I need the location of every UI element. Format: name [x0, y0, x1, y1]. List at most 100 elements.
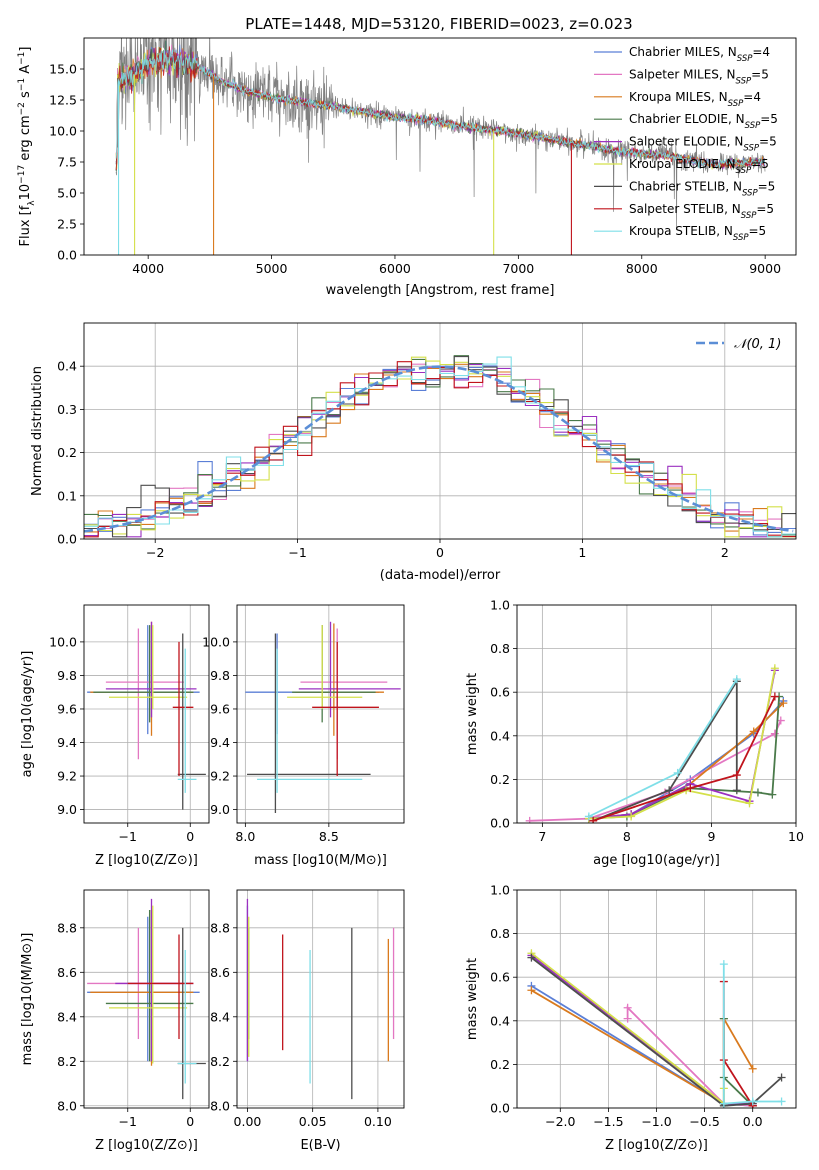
residuals-axes: −2 −1 0 1 2 0.0 0.1 0.2 0.3 0.4 (data-model)/error… — [30, 322, 797, 583]
spectrum-legend: Chabrier MILES, NSSP=4 Salpeter MILES, NS… — [594, 45, 778, 243]
x-tick-label: −1 — [119, 829, 137, 844]
x-tick-label: 1 — [578, 545, 586, 560]
weight-marker — [748, 1097, 757, 1106]
age_vs_Z-grid — [84, 605, 209, 823]
y-tick-label: 9.2 — [57, 769, 77, 784]
normal-curve — [84, 365, 794, 533]
y-tick-label: 9.4 — [210, 735, 230, 750]
weight-marker — [673, 768, 682, 777]
y-tick-label: 0.6 — [490, 685, 510, 700]
y-tick-label: 0.1 — [57, 488, 77, 503]
y-tick-label: 0.0 — [57, 248, 77, 263]
age-vs-mass-panel: 8.0 8.5 9.0 9.2 9.4 9.6 9.8 10.0 mass [log10(M/M… — [202, 604, 405, 868]
legend-label: Kroupa STELIB, NSSP=5 — [629, 224, 766, 243]
mass_vs_ebv-grid — [237, 890, 404, 1108]
legend-label: Chabrier STELIB, NSSP=5 — [629, 179, 775, 198]
weight-vs-metallicity-panel: −2.0 −1.5 −1.0 −0.5 0.0 0.0 0.2 0.4 0.6 0.8 1.0 Z [… — [465, 883, 797, 1153]
y-tick-label: 0.2 — [490, 772, 510, 787]
y-tick-label: 9.8 — [57, 668, 77, 683]
x-tick-label: −1 — [288, 545, 306, 560]
x-axis-label: age [log10(age/yr)] — [593, 853, 720, 868]
weight_vs_Z-axes: −2.0 −1.5 −1.0 −0.5 0.0 0.0 0.2 0.4 0.6 0.8 1.0 Z [… — [465, 883, 797, 1153]
y-tick-label: 8.6 — [210, 965, 230, 980]
x-tick-label: 8 — [623, 829, 631, 844]
weight-line-kroupa-elodie — [588, 668, 776, 820]
weight-marker — [527, 953, 536, 962]
y-tick-label: 2.5 — [57, 217, 77, 232]
legend-label: Salpeter ELODIE, NSSP=5 — [629, 135, 777, 154]
weight-line-kroupa-miles — [530, 989, 754, 1106]
y-tick-label: 15.0 — [49, 62, 77, 77]
weight-vs-age-panel: 7 8 9 10 0.0 0.2 0.4 0.6 0.8 1.0 age [log10(age/yr… — [465, 598, 804, 869]
legend-label: Chabrier ELODIE, NSSP=5 — [629, 112, 778, 131]
y-tick-label: 10.0 — [49, 634, 77, 649]
mass-vs-metallicity-panel: −1 0 8.0 8.2 8.4 8.6 8.8 Z [log10(Z/Z⊙)] mass [l… — [20, 889, 210, 1153]
weight-marker — [770, 692, 779, 701]
y-tick-label: 12.5 — [49, 93, 77, 108]
y-tick-label: 9.6 — [57, 701, 77, 716]
x-tick-label: −1.0 — [641, 1114, 671, 1129]
x-tick-label: 7000 — [502, 261, 534, 276]
y-axis-label: mass weight — [465, 958, 480, 1040]
y-tick-label: 8.6 — [57, 965, 77, 980]
x-tick-label: 0.00 — [234, 1114, 262, 1129]
y-tick-label: 1.0 — [490, 598, 510, 613]
x-axis-label: (data-model)/error — [380, 568, 501, 583]
y-tick-label: 8.4 — [57, 1009, 77, 1024]
weight-line-salpeter-elodie — [588, 670, 776, 820]
mass-vs-ebv-panel: 0.00 0.05 0.10 8.0 8.2 8.4 8.6 8.8 E(B-V) — [210, 889, 405, 1153]
x-tick-label: −1.5 — [593, 1114, 623, 1129]
x-tick-label: −2 — [146, 545, 164, 560]
y-tick-label: 0.4 — [490, 1013, 510, 1028]
x-tick-label: −2.0 — [545, 1114, 575, 1129]
y-tick-label: 9.4 — [57, 735, 77, 750]
residuals-marks — [84, 355, 796, 538]
weight-marker — [745, 799, 754, 808]
weight-marker — [732, 771, 741, 780]
y-axis-label: mass weight — [465, 673, 480, 755]
weight_vs_Z-marks — [527, 949, 786, 1108]
mass_vs_ebv-frame — [236, 889, 405, 1109]
y-axis-label: Flux [fλ10−17 erg cm−2 s−1 A−1] — [17, 47, 37, 247]
weight-marker — [527, 986, 536, 995]
y-tick-label: 8.4 — [210, 1009, 230, 1024]
spectrum-marks — [115, 38, 766, 255]
weight-marker — [748, 1064, 757, 1073]
x-tick-label: 0 — [186, 829, 194, 844]
weight-line-chabrier-stelib — [530, 956, 783, 1107]
y-tick-label: 8.0 — [210, 1098, 230, 1113]
legend-label: Salpeter MILES, NSSP=5 — [629, 67, 769, 86]
weight_vs_Z-frame — [516, 889, 797, 1109]
weight-marker — [753, 788, 762, 797]
y-tick-label: 8.2 — [57, 1054, 77, 1069]
legend-label: Kroupa MILES, NSSP=4 — [629, 90, 761, 109]
age-vs-metallicity-panel: −1 0 9.0 9.2 9.4 9.6 9.8 10.0 Z [log10(Z/Z⊙)] age… — [20, 604, 210, 868]
spectrum-panel: 4000 5000 6000 7000 8000 9000 0.0 2.5 5.0 7.5 10.0… — [17, 37, 797, 298]
weight-line-salpeter-elodie — [530, 954, 753, 1105]
weight-marker — [770, 664, 779, 673]
weight-line-chabrier-miles — [530, 985, 753, 1107]
x-tick-label: 6000 — [379, 261, 411, 276]
weight_vs_age-frame — [516, 604, 797, 824]
age_vs_Z-axes: −1 0 9.0 9.2 9.4 9.6 9.8 10.0 Z [log10(Z/Z⊙)] age… — [20, 604, 210, 868]
weight-marker — [732, 786, 741, 795]
weight-line-salpeter-stelib — [592, 696, 776, 822]
x-tick-label: 8.5 — [319, 829, 339, 844]
mass_vs_ebv-marks — [246, 898, 395, 1100]
age_vs_Z-marks — [87, 621, 206, 810]
x-axis-label: mass [log10(M/M⊙)] — [254, 853, 387, 868]
y-tick-label: 0.3 — [57, 402, 77, 417]
weight-marker — [719, 1099, 728, 1108]
y-tick-label: 9.8 — [210, 668, 230, 683]
weight-marker — [623, 1003, 632, 1012]
age_vs_mass-frame — [236, 604, 405, 824]
weight_vs_age-grid — [517, 604, 797, 824]
y-tick-label: 10.0 — [49, 124, 77, 139]
x-tick-label: 9 — [707, 829, 715, 844]
y-tick-label: 0.2 — [57, 445, 77, 460]
y-tick-label: 5.0 — [57, 186, 77, 201]
y-tick-label: 8.8 — [57, 920, 77, 935]
legend-label: 𝒩(0, 1) — [734, 337, 781, 352]
mass_vs_Z-frame — [83, 889, 210, 1109]
